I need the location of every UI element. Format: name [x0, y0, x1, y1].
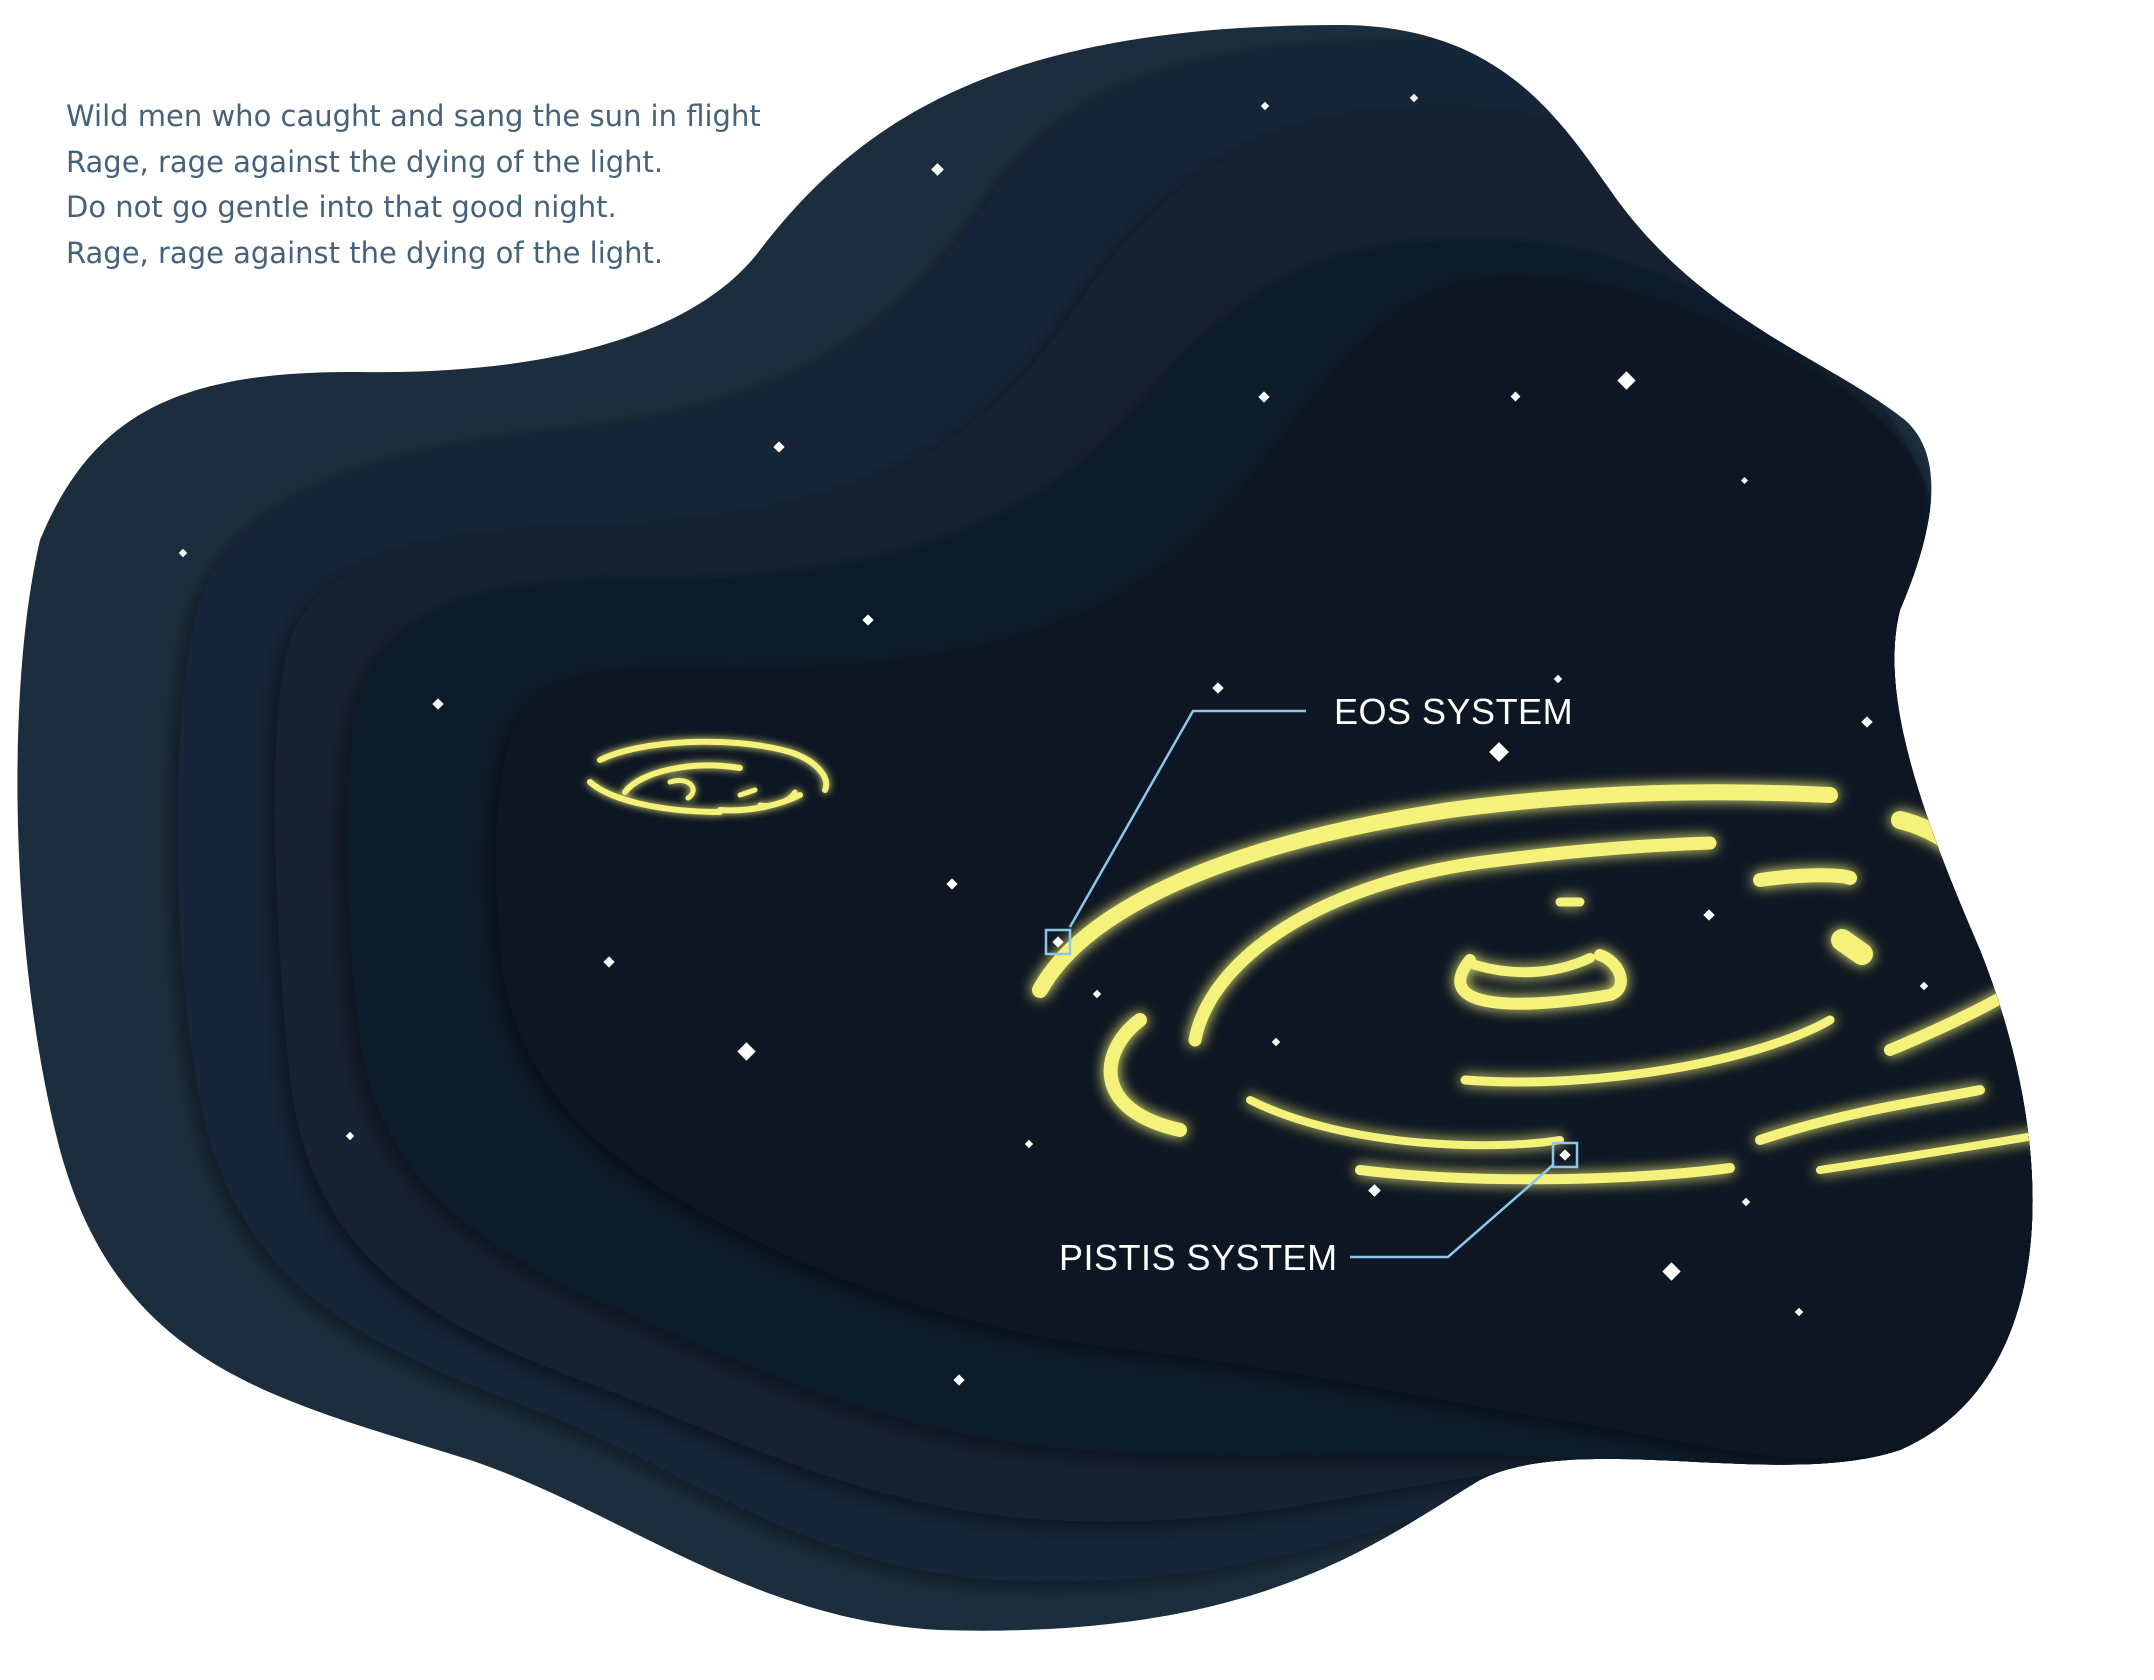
spiral-galaxy-small — [587, 738, 830, 815]
galaxy-arm — [1753, 868, 1857, 887]
galaxy-arm — [1032, 784, 1838, 998]
star — [432, 698, 444, 710]
star — [1510, 391, 1521, 402]
star — [1212, 682, 1224, 694]
galaxy-arm — [1460, 1015, 1835, 1087]
star — [1489, 742, 1509, 762]
galaxy-arm — [1246, 1096, 1564, 1150]
star — [603, 956, 615, 968]
star — [1368, 1184, 1381, 1197]
galaxy-arm — [737, 787, 758, 798]
star — [946, 878, 958, 890]
star — [1617, 371, 1636, 390]
star — [773, 441, 785, 453]
star — [1258, 391, 1270, 403]
star — [1861, 716, 1873, 728]
star — [1741, 1197, 1751, 1207]
galaxy-arm — [757, 789, 798, 809]
star — [1919, 981, 1929, 991]
eos-star — [1052, 936, 1064, 948]
galaxy-arm — [1103, 1013, 1187, 1137]
eos-callout: EOS SYSTEM — [1044, 691, 1573, 956]
pistis-label: PISTIS SYSTEM — [1059, 1237, 1338, 1278]
eos-target-marker[interactable] — [1044, 928, 1072, 956]
pistis-leader-line — [1350, 1164, 1554, 1259]
layer-inner — [495, 277, 2033, 1459]
galaxy-arm — [1816, 1131, 2033, 1174]
star — [862, 614, 874, 626]
star — [1024, 1139, 1034, 1149]
poem-text: Wild men who caught and sang the sun in … — [66, 94, 761, 276]
poem-line: Rage, rage against the dying of the ligh… — [66, 144, 664, 179]
pistis-target-marker[interactable] — [1551, 1141, 1579, 1169]
poem-line: Do not go gentle into that good night. — [66, 190, 617, 224]
pistis-star — [1559, 1149, 1571, 1161]
galaxy-arm — [1454, 949, 1627, 1010]
poem-line: Wild men who caught and sang the sun in … — [66, 99, 761, 133]
nebula-layers — [17, 25, 2033, 1631]
star — [1092, 989, 1102, 999]
star — [1703, 909, 1715, 921]
galaxy-arm — [587, 779, 723, 815]
galaxy-arm — [622, 762, 743, 795]
star — [1271, 1037, 1281, 1047]
star — [737, 1042, 756, 1061]
star — [953, 1374, 965, 1386]
galaxy-arm — [1355, 1163, 1735, 1185]
galaxy-arm — [667, 778, 696, 801]
star — [345, 1131, 355, 1141]
star — [1553, 674, 1563, 684]
stars — [178, 93, 1929, 1386]
galaxy-arm — [1188, 836, 1717, 1047]
poem-line: Rage, rage against the dying of the ligh… — [66, 235, 664, 270]
star — [1662, 1262, 1681, 1281]
star — [1794, 1307, 1804, 1317]
eos-leader-line — [1068, 709, 1306, 928]
eos-label: EOS SYSTEM — [1334, 691, 1573, 732]
galaxy-arm — [1831, 929, 1873, 965]
galaxy-arm — [1470, 953, 1595, 978]
galaxy-arm — [1755, 1085, 1985, 1145]
pistis-callout: PISTIS SYSTEM — [1059, 1141, 1579, 1278]
galaxy-arm — [597, 738, 830, 793]
